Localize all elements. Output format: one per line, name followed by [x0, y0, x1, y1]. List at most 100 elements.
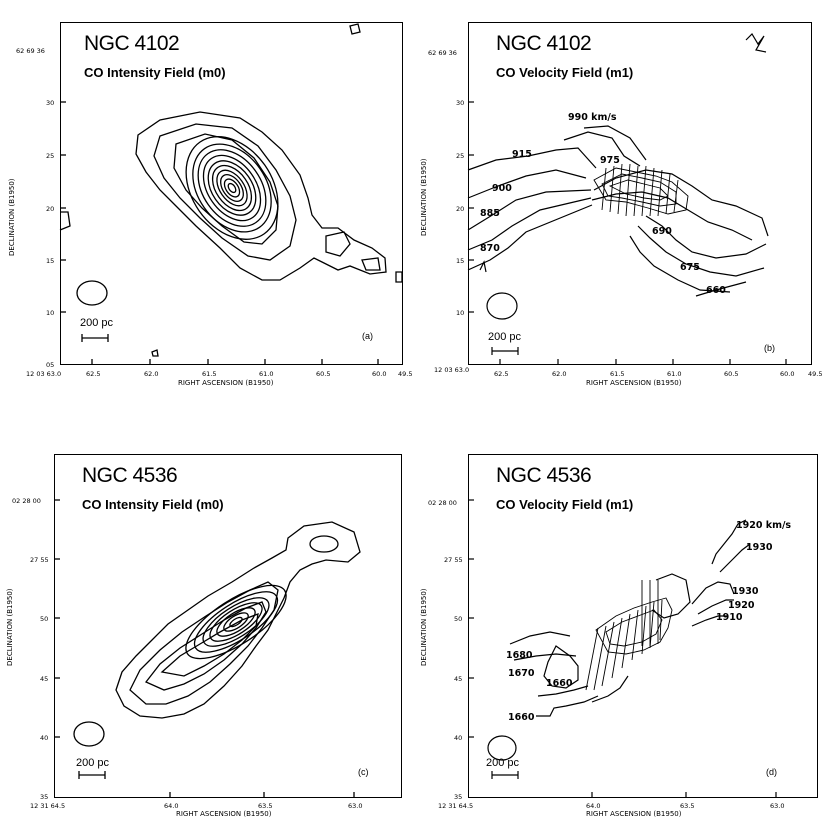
xtick: 61.5	[202, 370, 217, 378]
scale-bar	[78, 771, 106, 779]
velocity-label: 660	[706, 285, 726, 296]
panel-letter: (d)	[766, 767, 777, 777]
panel-subtitle: CO Intensity Field (m0)	[82, 497, 224, 512]
velocity-label: 1670	[508, 668, 535, 679]
contour-map	[59, 23, 403, 365]
plot-frame	[468, 454, 818, 798]
xtick: 63.5	[680, 802, 695, 810]
velocity-label: 1920	[728, 600, 755, 611]
x-axis-label: RIGHT ASCENSION (B1950)	[176, 810, 272, 818]
ytick: 20	[456, 205, 465, 213]
tick-marks	[60, 101, 379, 365]
ytick: 40	[454, 734, 463, 742]
intensity-contours	[59, 23, 403, 357]
velocity-label: 1920 km/s	[736, 520, 792, 531]
velocity-label: 1680	[506, 650, 533, 661]
ra-prefix: 12 03 63.0	[434, 366, 470, 374]
plot-frame	[468, 22, 812, 365]
xtick: 64.0	[586, 802, 601, 810]
ytick: 40	[40, 734, 49, 742]
dec-prefix: 02 28 00	[12, 497, 41, 505]
panel-d: NGC 4536 CO Velocity Field (m1) 02 28 00…	[416, 450, 833, 830]
ytick: 35	[40, 793, 49, 801]
velocity-contours	[509, 519, 751, 717]
beam-ellipse	[487, 735, 517, 761]
velocity-map	[468, 499, 777, 798]
panel-subtitle: CO Velocity Field (m1)	[496, 497, 634, 512]
xtick: 49.5	[398, 370, 413, 378]
ytick: 50	[454, 615, 463, 623]
ytick: 15	[46, 257, 55, 265]
velocity-label: 990 km/s	[568, 112, 617, 123]
panel-letter: (a)	[362, 331, 373, 341]
xtick: 64.0	[164, 802, 179, 810]
velocity-label: 1930	[732, 586, 759, 597]
panel-title: NGC 4102	[84, 32, 180, 55]
xtick: 49.5	[808, 370, 823, 378]
beam-ellipse	[76, 280, 108, 306]
dec-prefix: 62 69 36	[428, 49, 457, 57]
scale-bar	[491, 771, 519, 779]
beam-ellipse	[73, 721, 105, 747]
panel-title: NGC 4102	[496, 32, 592, 55]
x-axis-label: RIGHT ASCENSION (B1950)	[586, 810, 682, 818]
xtick: 62.5	[86, 370, 101, 378]
velocity-label: 870	[480, 243, 500, 254]
y-axis-label: DECLINATION (B1950)	[420, 158, 428, 236]
ytick: 30	[46, 99, 55, 107]
plot-frame	[60, 22, 403, 365]
y-axis-label: DECLINATION (B1950)	[6, 588, 14, 666]
velocity-label: 900	[492, 183, 512, 194]
panel-subtitle: CO Velocity Field (m1)	[496, 65, 634, 80]
ra-prefix: 12 31 64.5	[30, 802, 66, 810]
scale-label: 200 pc	[486, 757, 520, 769]
xtick: 61.0	[667, 370, 682, 378]
intensity-contours	[115, 521, 361, 719]
y-axis-label: DECLINATION (B1950)	[420, 588, 428, 666]
xtick: 63.0	[348, 802, 363, 810]
dec-prefix: 02 28 00	[428, 499, 457, 507]
panel-b: NGC 4102 CO Velocity Field (m1) 62 69 36…	[416, 0, 833, 400]
velocity-contours	[467, 33, 769, 297]
ytick: 27 55	[444, 556, 463, 564]
velocity-label: 690	[652, 226, 672, 237]
dense-contours	[585, 580, 673, 691]
ytick: 25	[46, 152, 55, 160]
velocity-label: 915	[512, 149, 532, 160]
velocity-label: 885	[480, 208, 500, 219]
velocity-label: 1660	[546, 678, 573, 689]
velocity-map	[467, 33, 787, 365]
x-axis-label: RIGHT ASCENSION (B1950)	[178, 379, 274, 387]
scale-label: 200 pc	[80, 317, 114, 329]
xtick: 63.5	[258, 802, 273, 810]
velocity-label: 1660	[508, 712, 535, 723]
velocity-label: 1930	[746, 542, 773, 553]
xtick: 62.5	[494, 370, 509, 378]
panel-c: NGC 4536 CO Intensity Field (m0) 02 28 0…	[0, 450, 416, 830]
beam-ellipse	[486, 292, 518, 320]
ytick: 10	[46, 309, 55, 317]
x-axis-label: RIGHT ASCENSION (B1950)	[586, 379, 682, 387]
scale-label: 200 pc	[488, 331, 522, 343]
ytick: 50	[40, 615, 49, 623]
velocity-label: 1910	[716, 612, 743, 623]
panel-title: NGC 4536	[82, 464, 178, 487]
panel-title: NGC 4536	[496, 464, 592, 487]
velocity-label: 975	[600, 155, 620, 166]
contour-map	[54, 499, 361, 798]
ytick: 10	[456, 309, 465, 317]
ytick: 45	[454, 675, 463, 683]
scale-label: 200 pc	[76, 757, 110, 769]
scale-bar	[81, 334, 109, 342]
xtick: 61.0	[259, 370, 274, 378]
ytick: 20	[46, 205, 55, 213]
ytick: 05	[46, 361, 55, 369]
panel-a: NGC 4102 CO Intensity Field (m0) 62 69 3…	[0, 0, 416, 400]
xtick: 62.0	[144, 370, 159, 378]
ytick: 45	[40, 675, 49, 683]
velocity-label: 675	[680, 262, 700, 273]
scale-bar	[491, 347, 519, 355]
panel-subtitle: CO Intensity Field (m0)	[84, 65, 226, 80]
xtick: 63.0	[770, 802, 785, 810]
dense-contours	[593, 163, 689, 217]
